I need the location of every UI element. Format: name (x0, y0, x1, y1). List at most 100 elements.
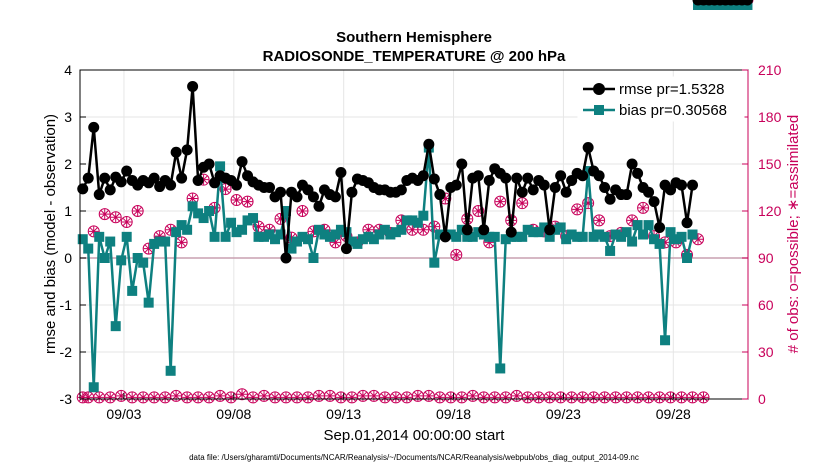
rmse-point (621, 189, 633, 201)
bias-point (83, 243, 94, 254)
rmse-point (560, 186, 572, 198)
bias-point (363, 231, 374, 242)
obs-possible-point (472, 205, 485, 217)
bias-point (297, 231, 308, 242)
bias-point (171, 227, 182, 238)
bias-point (209, 231, 220, 242)
bias-point (396, 224, 407, 235)
legend: rmse pr=1.5328 bias pr=0.30568 (577, 76, 745, 122)
y-tick-left-label: 2 (64, 156, 72, 172)
rmse-point (104, 184, 116, 196)
bias-point (368, 234, 379, 245)
obs-assimilated-point (456, 392, 467, 403)
bias-point (143, 297, 154, 308)
obs-assimilated-point (171, 390, 182, 401)
rmse-point (527, 184, 539, 196)
obs-assimilated-point (154, 231, 165, 242)
obs-assimilated-point (187, 193, 198, 204)
obs-assimilated-point (330, 237, 341, 248)
obs-possible-point (296, 205, 309, 217)
bias-point (105, 236, 116, 247)
bias-point (445, 229, 456, 240)
obs-assimilated-point (687, 392, 698, 403)
obs-assimilated-point (324, 390, 335, 401)
y-tick-left-label: 0 (64, 250, 72, 266)
y-axis-left-ticks: -3 -2 -1 0 1 2 3 4 (60, 62, 86, 407)
bias-point (176, 220, 187, 231)
legend-rmse-label: rmse pr=1.5328 (619, 81, 724, 98)
obs-assimilated-point (654, 392, 665, 403)
y-tick-left-label: -2 (60, 344, 73, 360)
obs-assimilated-point (418, 224, 429, 235)
rmse-point (434, 189, 446, 201)
bias-point (237, 224, 248, 235)
bias-point (632, 220, 643, 231)
obs-assimilated-point (313, 390, 324, 401)
bias-point (539, 222, 550, 233)
bias-point (121, 231, 132, 242)
obs-assimilated-point (215, 390, 226, 401)
rmse-point (604, 193, 616, 205)
x-tick-label: 09/23 (546, 406, 581, 422)
bias-point (335, 224, 346, 235)
obs-assimilated-point (198, 174, 209, 185)
obs-possible-point (582, 197, 595, 210)
y-tick-right-label: 210 (758, 62, 782, 78)
obs-assimilated-point (467, 390, 478, 401)
obs-assimilated-point (138, 392, 149, 403)
bias-point (319, 229, 330, 240)
rmse-point (555, 170, 567, 182)
legend-box (577, 76, 745, 122)
obs-assimilated-point (127, 392, 138, 403)
bias-point (313, 224, 324, 235)
rmse-point (472, 170, 484, 182)
obs-assimilated-point (665, 392, 676, 403)
rmse-point (626, 158, 638, 170)
bias-point (270, 234, 281, 245)
obs-assimilated-point (412, 390, 423, 401)
bias-point (511, 231, 522, 242)
obs-assimilated-point (193, 392, 204, 403)
rmse-point (681, 217, 693, 229)
rmse-point (99, 172, 111, 184)
rmse-point (450, 179, 462, 191)
rmse-point (522, 172, 534, 184)
obs-assimilated-point (335, 392, 346, 403)
obs-possible-point (241, 195, 254, 208)
obs-assimilated-point (698, 392, 709, 403)
bias-point (467, 231, 478, 242)
rmse-point (77, 183, 89, 195)
rmse-point (264, 182, 276, 193)
bias-point (627, 236, 638, 247)
bias-point (99, 253, 110, 263)
obs-possible-point (637, 201, 650, 214)
data-file-footnote: data file: /Users/gharamti/Documents/NCA… (189, 453, 639, 462)
obs-assimilated-point (160, 392, 171, 403)
bias-point (198, 213, 209, 224)
obs-assimilated-point (291, 392, 302, 403)
obs-assimilated-point (281, 392, 291, 403)
obs-assimilated-point (176, 237, 187, 248)
obs-assimilated-point (248, 392, 259, 403)
bias-point (165, 365, 176, 376)
rmse-point (121, 165, 133, 177)
bias-point (588, 231, 599, 242)
rmse-point (395, 184, 407, 196)
rmse-point (511, 172, 523, 184)
y-axis-right-label: # of obs: o=possible; ∗=assimilated (785, 115, 802, 354)
rmse-point (170, 146, 182, 158)
bias-point (577, 231, 588, 242)
rmse-point (181, 144, 193, 156)
rmse-point (280, 252, 292, 264)
rmse-point (335, 166, 347, 178)
rmse-point (500, 172, 512, 184)
y-tick-right-label: 0 (758, 391, 766, 407)
rmse-point (544, 224, 556, 236)
rmse-point (593, 170, 605, 182)
obs-assimilated-point (165, 224, 176, 235)
rmse-point (741, 0, 753, 6)
bias-point (682, 253, 693, 263)
bias-point (259, 231, 270, 242)
bias-point (231, 227, 242, 238)
obs-possible-point (98, 208, 111, 221)
